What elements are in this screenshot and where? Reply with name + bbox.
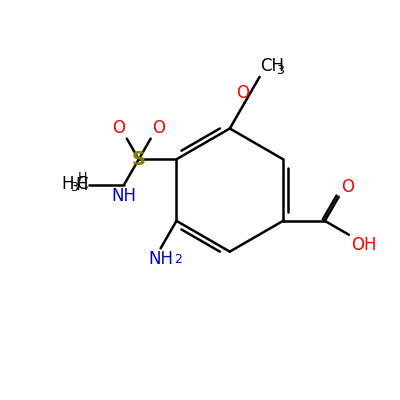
Text: H: H — [76, 176, 88, 194]
Text: C: C — [76, 175, 88, 193]
Text: CH: CH — [260, 57, 284, 75]
Text: 3: 3 — [70, 180, 78, 194]
Text: OH: OH — [351, 236, 376, 254]
Text: H: H — [78, 171, 87, 184]
Text: O: O — [341, 178, 354, 196]
Text: 3: 3 — [276, 64, 284, 77]
Text: NH: NH — [148, 250, 173, 268]
Text: H: H — [61, 175, 74, 193]
Text: NH: NH — [111, 187, 136, 205]
Text: 2: 2 — [174, 253, 182, 266]
Text: S: S — [132, 150, 146, 169]
Text: O: O — [152, 119, 165, 137]
Text: O: O — [236, 84, 249, 102]
Text: O: O — [112, 119, 125, 137]
